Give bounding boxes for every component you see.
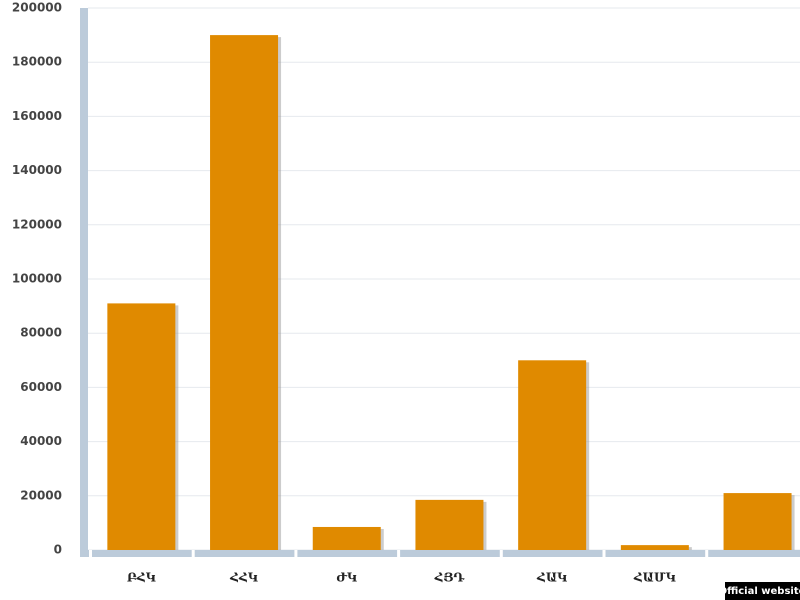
- x-axis-gap: [705, 550, 709, 557]
- bar: [518, 360, 587, 550]
- bar: [723, 493, 792, 550]
- x-axis-gap: [191, 550, 195, 557]
- y-tick-label: 80000: [20, 326, 62, 340]
- x-axis-gap: [499, 550, 503, 557]
- bar: [107, 303, 176, 550]
- bar: [210, 35, 279, 551]
- y-tick-label: 40000: [20, 434, 62, 448]
- x-tick-label: ՀԱԿ: [536, 571, 567, 585]
- y-tick-label: 180000: [12, 55, 62, 69]
- x-axis-gap: [89, 550, 92, 557]
- y-tick-label: 200000: [12, 1, 62, 15]
- y-tick-label: 100000: [12, 272, 62, 286]
- x-tick-label: ՀԱՄԿ: [633, 571, 676, 585]
- y-tick-label: 60000: [20, 380, 62, 394]
- x-tick-label: ՀՅԴ: [434, 571, 466, 585]
- x-axis-bar: [80, 550, 800, 557]
- x-axis-gap: [294, 550, 298, 557]
- watermark-box: [725, 582, 800, 600]
- bar: [415, 499, 484, 550]
- bar: [620, 545, 689, 550]
- y-axis-bar: [80, 8, 88, 556]
- y-tick-label: 0: [54, 543, 62, 557]
- x-tick-label: ԺԿ: [336, 571, 357, 585]
- x-tick-label: ԲՀԿ: [127, 571, 156, 585]
- x-tick-label: ՀՀԿ: [229, 571, 258, 585]
- bar: [312, 526, 381, 550]
- y-tick-label: 140000: [12, 163, 62, 177]
- watermark: Official website: [719, 586, 800, 597]
- x-axis-gap: [397, 550, 401, 557]
- y-tick-label: 120000: [12, 217, 62, 231]
- x-axis-gap: [602, 550, 606, 557]
- y-tick-label: 160000: [12, 109, 62, 123]
- y-tick-label: 20000: [20, 488, 62, 502]
